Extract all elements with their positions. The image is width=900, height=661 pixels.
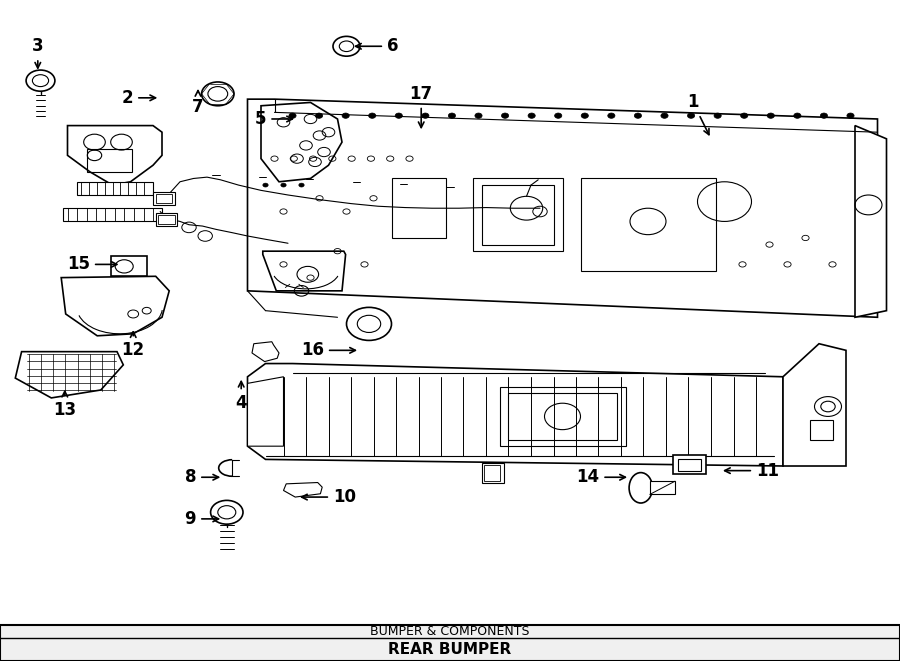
Polygon shape xyxy=(248,377,284,446)
Bar xyxy=(810,420,832,440)
Circle shape xyxy=(688,113,695,118)
Bar xyxy=(472,178,562,251)
Polygon shape xyxy=(248,364,783,466)
Circle shape xyxy=(263,183,268,187)
Text: 2: 2 xyxy=(122,89,156,107)
Circle shape xyxy=(342,113,349,118)
Text: 7: 7 xyxy=(193,91,203,116)
Circle shape xyxy=(820,113,827,118)
Circle shape xyxy=(369,113,376,118)
Text: 9: 9 xyxy=(184,510,219,528)
Circle shape xyxy=(554,113,562,118)
Bar xyxy=(158,215,175,224)
Bar xyxy=(500,387,626,446)
Circle shape xyxy=(26,70,55,91)
Circle shape xyxy=(202,82,234,106)
Bar xyxy=(484,465,500,481)
Circle shape xyxy=(211,500,243,524)
Text: BUMPER & COMPONENTS: BUMPER & COMPONENTS xyxy=(370,625,530,638)
Polygon shape xyxy=(261,102,342,182)
Text: 4: 4 xyxy=(236,381,247,412)
Ellipse shape xyxy=(629,473,652,503)
Polygon shape xyxy=(63,208,162,221)
Text: 3: 3 xyxy=(32,37,43,68)
Circle shape xyxy=(608,113,615,118)
Text: 17: 17 xyxy=(410,85,433,128)
Bar xyxy=(392,178,446,238)
Bar xyxy=(508,393,616,440)
Bar xyxy=(482,185,554,245)
Circle shape xyxy=(767,113,774,118)
Bar xyxy=(0,625,900,661)
Bar xyxy=(153,192,175,205)
Circle shape xyxy=(475,113,482,118)
Text: 15: 15 xyxy=(67,255,117,274)
Bar xyxy=(156,213,177,226)
Text: 13: 13 xyxy=(53,391,76,419)
Bar xyxy=(156,194,172,203)
Circle shape xyxy=(847,113,854,118)
Text: 14: 14 xyxy=(576,468,626,486)
Text: REAR BUMPER: REAR BUMPER xyxy=(389,642,511,656)
Circle shape xyxy=(581,113,589,118)
Circle shape xyxy=(501,113,508,118)
Polygon shape xyxy=(252,342,279,362)
Circle shape xyxy=(395,113,402,118)
Circle shape xyxy=(316,113,323,118)
Text: 16: 16 xyxy=(301,341,356,360)
Text: 5: 5 xyxy=(255,110,292,128)
Polygon shape xyxy=(783,344,846,466)
Bar xyxy=(87,149,132,172)
Text: 12: 12 xyxy=(122,332,145,360)
Polygon shape xyxy=(284,483,322,497)
Polygon shape xyxy=(68,126,162,185)
Bar xyxy=(673,455,706,474)
Bar xyxy=(650,481,675,494)
Text: 11: 11 xyxy=(724,461,779,480)
Circle shape xyxy=(741,113,748,118)
Circle shape xyxy=(448,113,455,118)
Text: 10: 10 xyxy=(302,488,356,506)
Circle shape xyxy=(714,113,721,118)
Polygon shape xyxy=(15,352,123,398)
Circle shape xyxy=(661,113,668,118)
Circle shape xyxy=(634,113,642,118)
Circle shape xyxy=(528,113,536,118)
Text: 8: 8 xyxy=(184,468,219,486)
Bar xyxy=(580,178,716,271)
Text: 6: 6 xyxy=(356,37,399,56)
Circle shape xyxy=(289,113,296,118)
Bar xyxy=(482,463,504,483)
Circle shape xyxy=(422,113,429,118)
Bar xyxy=(76,182,153,195)
Circle shape xyxy=(346,307,392,340)
Bar xyxy=(111,256,147,276)
Text: 1: 1 xyxy=(688,93,709,135)
Polygon shape xyxy=(248,99,878,317)
Circle shape xyxy=(281,183,286,187)
Bar xyxy=(678,459,701,471)
Circle shape xyxy=(794,113,801,118)
Polygon shape xyxy=(61,276,169,336)
Polygon shape xyxy=(263,251,346,291)
Polygon shape xyxy=(855,126,886,317)
Circle shape xyxy=(333,36,360,56)
Circle shape xyxy=(299,183,304,187)
